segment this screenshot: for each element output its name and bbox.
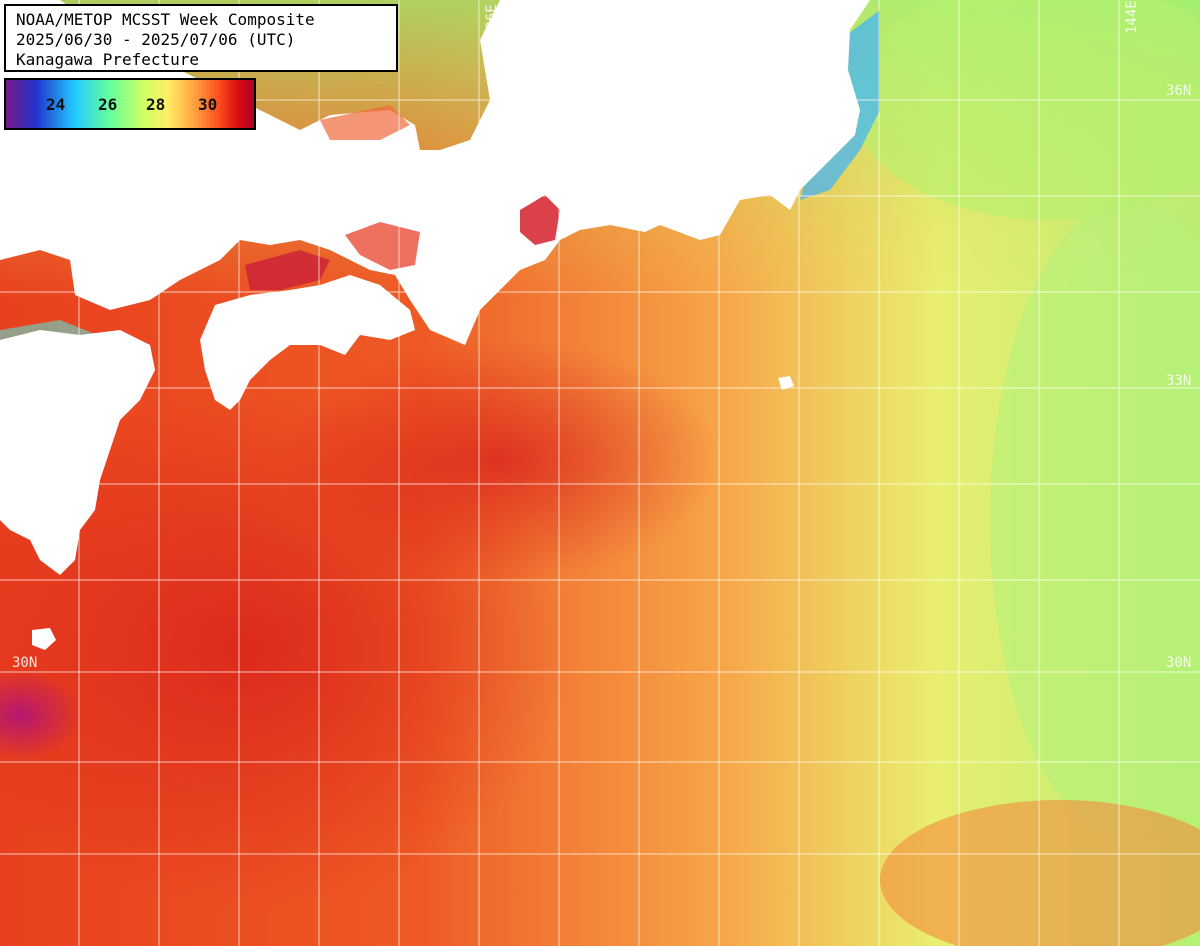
- land-tanegashima: [32, 628, 56, 650]
- title-line-1: NOAA/METOP MCSST Week Composite: [16, 10, 315, 29]
- land-shikoku: [200, 275, 415, 410]
- lon-label-136e: 136E: [484, 4, 500, 38]
- inlet-wakasa: [320, 105, 410, 140]
- purple-patch: [0, 670, 80, 760]
- cool-east: [990, 200, 1200, 840]
- legend-tick-26: 26: [98, 95, 118, 114]
- title-line-3: Kanagawa Prefecture: [16, 50, 200, 69]
- cool-north-east: [850, 0, 1200, 220]
- land-izu-island: [778, 376, 794, 390]
- title-box: NOAA/METOP MCSST Week Composite 2025/06/…: [4, 4, 398, 72]
- legend-tick-24: 24: [46, 95, 66, 114]
- lon-label-144e: 144E: [1124, 0, 1140, 34]
- legend-colorbar: [6, 80, 254, 128]
- warm-southeast: [880, 800, 1200, 946]
- warm-core-2: [280, 340, 720, 580]
- title-line-2: 2025/06/30 - 2025/07/06 (UTC): [16, 30, 296, 49]
- lat-label-36n: 36N: [1166, 83, 1191, 99]
- lat-label-33n: 33N: [1166, 373, 1191, 389]
- land-honshu: [0, 0, 870, 345]
- lat-label-30n-east: 30N: [1166, 655, 1191, 671]
- land-kyushu: [0, 330, 155, 575]
- inlet-osaka-bay: [345, 222, 420, 270]
- legend-tick-28: 28: [146, 95, 166, 114]
- lat-label-30n-west: 30N: [12, 655, 37, 671]
- inlet-seto-sea: [245, 250, 330, 290]
- inlet-ise-bay: [520, 195, 560, 245]
- temperature-legend: 24 26 28 30: [4, 78, 256, 130]
- lat-label-33n-west: 33N: [8, 374, 33, 390]
- legend-tick-30: 30: [198, 95, 218, 114]
